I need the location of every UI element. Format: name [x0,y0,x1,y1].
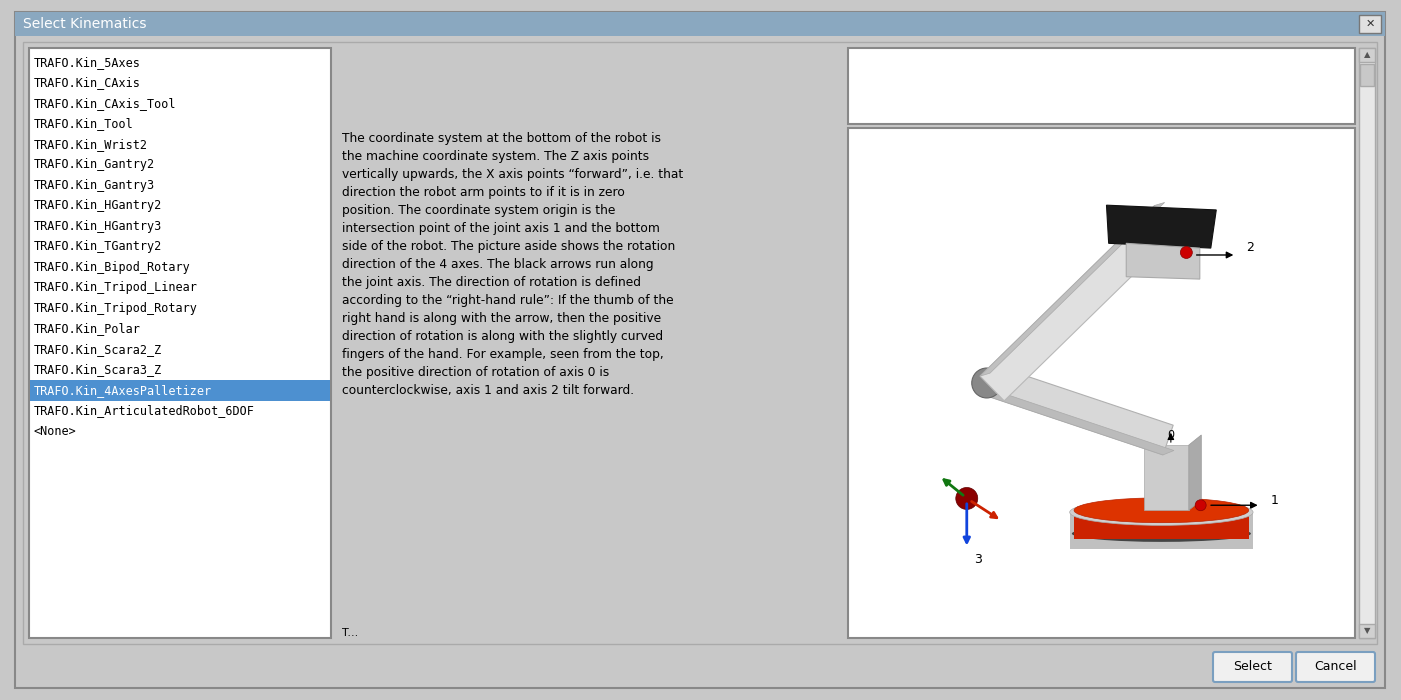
Circle shape [1195,500,1206,511]
Text: ✕: ✕ [1366,19,1374,29]
FancyBboxPatch shape [848,48,1355,124]
Text: T...: T... [342,628,359,638]
Text: 0: 0 [1167,430,1174,440]
Polygon shape [982,390,1174,455]
FancyBboxPatch shape [1359,15,1381,33]
Ellipse shape [1075,498,1248,523]
Text: Select Kinematics: Select Kinematics [22,17,147,31]
Polygon shape [1070,512,1252,549]
Polygon shape [1126,244,1199,279]
Polygon shape [981,206,1178,401]
Text: TRAFO.Kin_Wrist2: TRAFO.Kin_Wrist2 [34,138,149,150]
Text: TRAFO.Kin_5Axes: TRAFO.Kin_5Axes [34,56,142,69]
Polygon shape [1189,435,1201,510]
Text: <None>: <None> [34,425,77,438]
Text: TRAFO.Kin_Gantry3: TRAFO.Kin_Gantry3 [34,178,156,192]
Text: ▲: ▲ [1363,50,1370,60]
Text: 3: 3 [974,553,982,566]
Text: Select: Select [1233,661,1272,673]
FancyBboxPatch shape [22,42,1377,644]
Text: 1: 1 [1271,494,1278,507]
Circle shape [972,368,1002,398]
Text: TRAFO.Kin_HGantry2: TRAFO.Kin_HGantry2 [34,199,163,212]
Text: TRAFO.Kin_Tripod_Linear: TRAFO.Kin_Tripod_Linear [34,281,198,294]
Text: TRAFO.Kin_TGantry2: TRAFO.Kin_TGantry2 [34,240,163,253]
Polygon shape [1107,205,1216,248]
FancyBboxPatch shape [1359,624,1374,638]
FancyBboxPatch shape [1359,48,1374,62]
Text: TRAFO.Kin_4AxesPalletizer: TRAFO.Kin_4AxesPalletizer [34,384,212,397]
Text: The coordinate system at the bottom of the robot is
the machine coordinate syste: The coordinate system at the bottom of t… [342,132,684,397]
Text: TRAFO.Kin_HGantry3: TRAFO.Kin_HGantry3 [34,220,163,232]
Text: TRAFO.Kin_ArticulatedRobot_6DOF: TRAFO.Kin_ArticulatedRobot_6DOF [34,405,255,417]
FancyBboxPatch shape [1296,652,1374,682]
Text: TRAFO.Kin_CAxis_Tool: TRAFO.Kin_CAxis_Tool [34,97,177,110]
Polygon shape [982,365,1173,455]
Text: TRAFO.Kin_Polar: TRAFO.Kin_Polar [34,322,142,335]
FancyBboxPatch shape [1360,64,1374,86]
Text: TRAFO.Kin_Gantry2: TRAFO.Kin_Gantry2 [34,158,156,172]
FancyBboxPatch shape [1143,445,1189,510]
Text: TRAFO.Kin_Bipod_Rotary: TRAFO.Kin_Bipod_Rotary [34,261,191,274]
FancyBboxPatch shape [1213,652,1292,682]
Text: TRAFO.Kin_Scara2_Z: TRAFO.Kin_Scara2_Z [34,343,163,356]
Ellipse shape [1072,525,1251,542]
Text: ▼: ▼ [1363,626,1370,636]
Circle shape [955,487,978,510]
Circle shape [1180,246,1192,258]
FancyBboxPatch shape [29,380,331,400]
FancyBboxPatch shape [15,12,1386,36]
Text: TRAFO.Kin_Scara3_Z: TRAFO.Kin_Scara3_Z [34,363,163,377]
Text: Cancel: Cancel [1314,661,1356,673]
FancyBboxPatch shape [29,48,331,638]
FancyBboxPatch shape [848,128,1355,638]
Text: TRAFO.Kin_Tool: TRAFO.Kin_Tool [34,117,133,130]
Text: 2: 2 [1247,241,1254,254]
Ellipse shape [1070,499,1252,526]
Text: TRAFO.Kin_CAxis: TRAFO.Kin_CAxis [34,76,142,89]
FancyBboxPatch shape [15,12,1386,688]
Polygon shape [1075,510,1248,538]
Text: TRAFO.Kin_Tripod_Rotary: TRAFO.Kin_Tripod_Rotary [34,302,198,315]
FancyBboxPatch shape [1359,48,1374,638]
Polygon shape [981,202,1164,376]
